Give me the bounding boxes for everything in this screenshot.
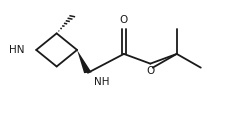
Text: O: O <box>146 66 155 77</box>
Text: HN: HN <box>9 45 24 55</box>
Text: NH: NH <box>94 77 109 87</box>
Text: O: O <box>120 15 128 25</box>
Polygon shape <box>77 50 92 73</box>
